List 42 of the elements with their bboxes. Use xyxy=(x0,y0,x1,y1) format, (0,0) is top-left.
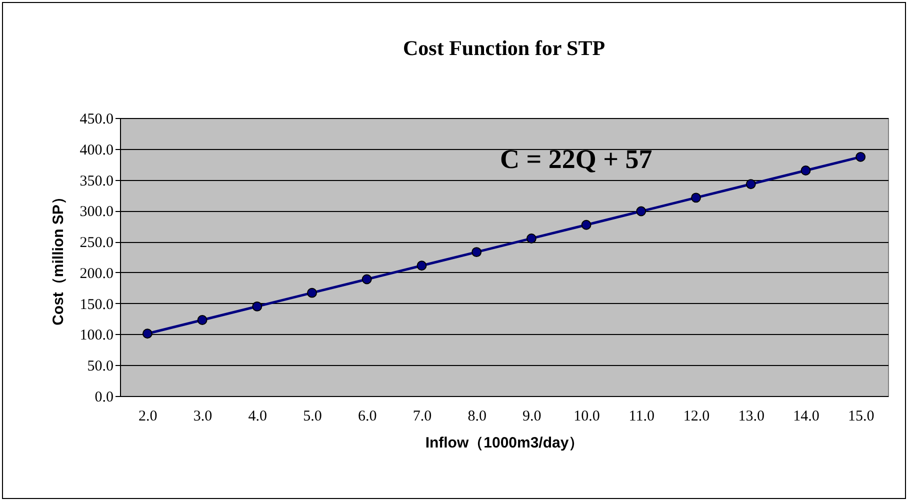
point xyxy=(856,152,866,162)
point xyxy=(307,288,317,298)
x-tick-label: 9.0 xyxy=(522,408,542,424)
y-axis-title: Cost（million SP） xyxy=(50,190,67,326)
point xyxy=(472,247,482,258)
x-tick-label: 11.0 xyxy=(628,408,654,424)
x-tick-label: 6.0 xyxy=(358,408,377,424)
x-tick-label: 12.0 xyxy=(683,408,710,424)
point xyxy=(746,179,756,190)
x-tick-label: 15.0 xyxy=(848,408,874,424)
point xyxy=(800,166,811,176)
x-tick-label: 5.0 xyxy=(303,408,322,424)
point xyxy=(526,234,536,244)
y-tick-label: 350.0 xyxy=(80,173,114,190)
y-tick-label: 400.0 xyxy=(80,142,114,158)
y-tick-label: 0.0 xyxy=(94,390,114,406)
x-axis-title: Inflow（1000m3/day） xyxy=(425,434,584,452)
point xyxy=(197,315,208,325)
point xyxy=(142,328,152,339)
x-tick-label: 10.0 xyxy=(574,408,600,424)
point xyxy=(636,206,646,216)
x-tick-label: 13.0 xyxy=(738,408,764,424)
y-tick-label: 250.0 xyxy=(80,235,114,252)
y-tick-label: 50.0 xyxy=(87,358,114,375)
y-tick-label: 150.0 xyxy=(80,296,114,313)
x-tick-label: 14.0 xyxy=(793,408,820,424)
y-tick-label: 100.0 xyxy=(80,328,114,344)
point xyxy=(581,220,592,230)
y-tick-label: 300.0 xyxy=(80,204,114,220)
y-tick-label: 450.0 xyxy=(80,112,114,128)
chart-title: Cost Function for STP xyxy=(402,36,606,60)
x-tick-label: 7.0 xyxy=(412,408,432,424)
x-tick-label: 4.0 xyxy=(248,408,268,424)
point xyxy=(691,192,701,203)
annotation: C = 22Q + 57 xyxy=(500,144,652,174)
x-tick-label: 2.0 xyxy=(138,408,158,424)
y-tick-label: 200.0 xyxy=(80,266,114,282)
point xyxy=(362,274,372,284)
point xyxy=(252,301,262,312)
x-tick-label: 3.0 xyxy=(193,408,212,424)
x-tick-label: 8.0 xyxy=(468,408,486,424)
point xyxy=(416,260,427,271)
